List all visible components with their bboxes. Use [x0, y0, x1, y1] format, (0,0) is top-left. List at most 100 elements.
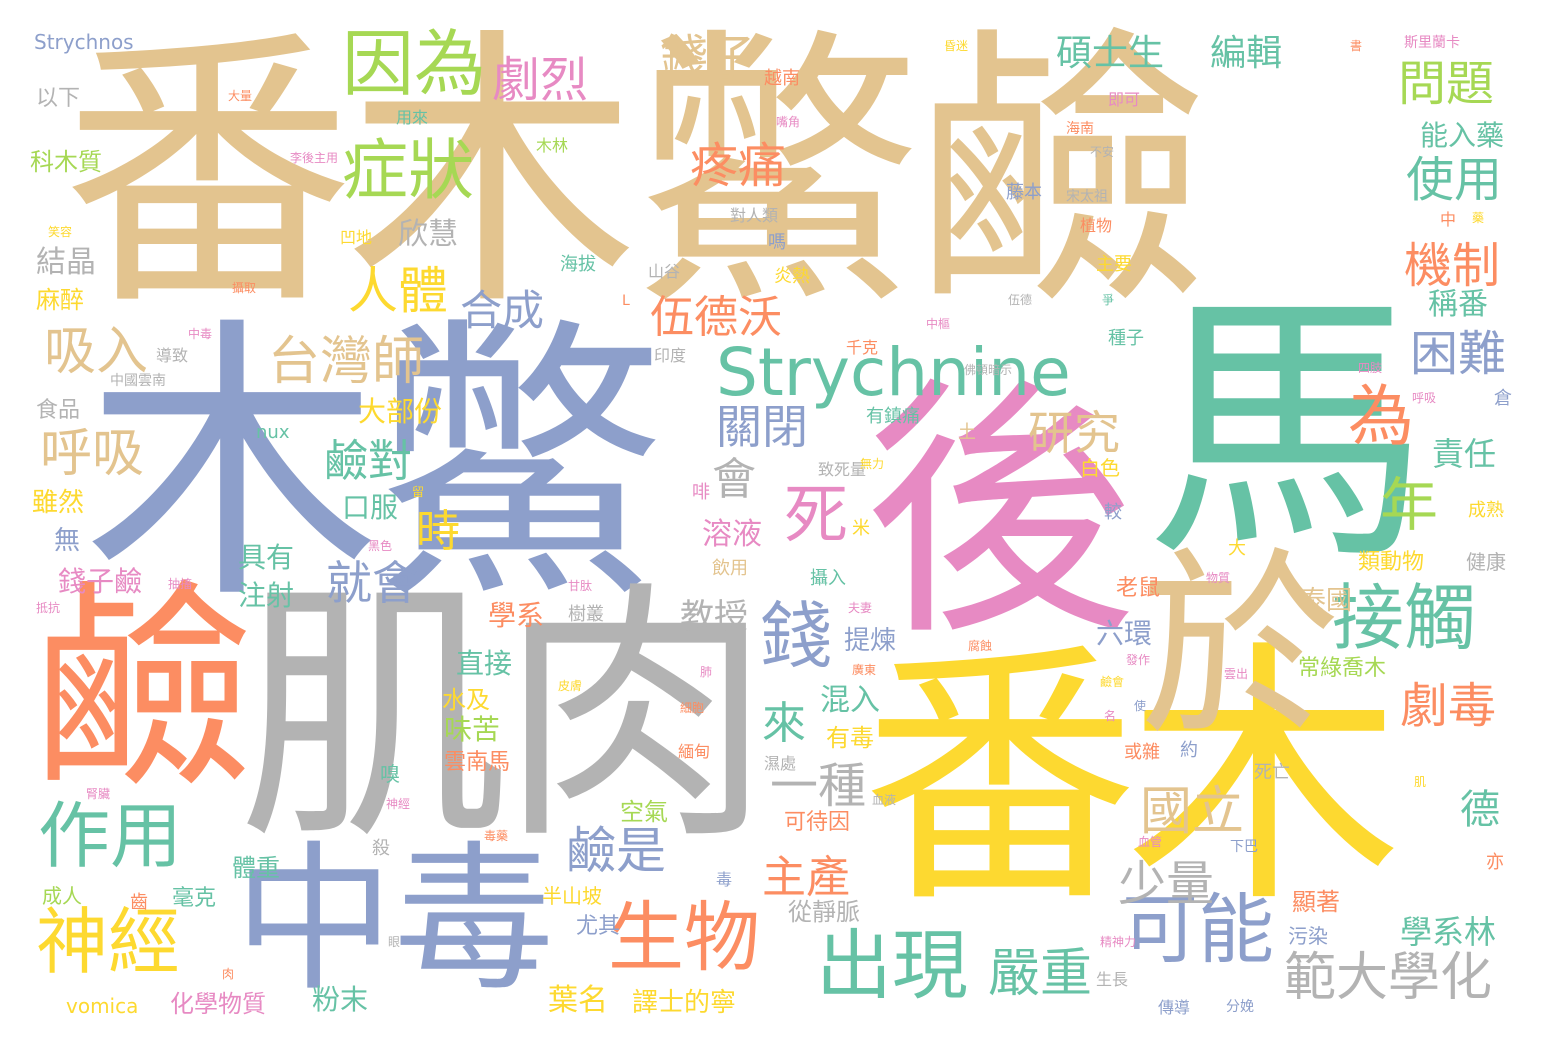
word: 主產 [762, 852, 850, 903]
word: 水及 [442, 686, 490, 714]
word: 科木質 [30, 148, 102, 176]
word: 毒藥 [484, 829, 509, 843]
word: 機制 [1404, 238, 1501, 294]
word: 作用 [38, 794, 183, 878]
word: 海南 [1066, 121, 1094, 137]
word: 夫妻 [848, 601, 873, 615]
word: 神經 [36, 900, 181, 984]
word: 番木 [862, 619, 1402, 940]
word: 雲南馬 [444, 750, 511, 775]
word: 肉 [222, 967, 235, 981]
word: 即可 [1108, 90, 1141, 109]
word: 爭 [1102, 293, 1115, 307]
word: 接觸 [1332, 576, 1477, 660]
word: 緬甸 [678, 742, 711, 761]
word: 種子 [1108, 328, 1144, 349]
word: 倉 [1494, 388, 1512, 409]
word: 腐蝕 [968, 639, 993, 653]
word: 啡 [692, 482, 710, 503]
word: 斯里蘭卡 [1404, 35, 1460, 51]
word: 類動物 [1358, 550, 1425, 575]
word: 碩士生 [1056, 33, 1165, 74]
word: 木林 [536, 136, 569, 155]
word: 嚴重 [988, 944, 1093, 1004]
word: 分娩 [1226, 999, 1254, 1015]
word: 錢子鹼 [58, 565, 143, 598]
word: 番木鱉鹼 [62, 4, 1206, 344]
word: 疼痛 [690, 138, 787, 194]
word: 抵抗 [36, 601, 61, 615]
word: 問題 [1398, 56, 1495, 112]
word: 生長 [1096, 970, 1129, 989]
word: L [622, 293, 630, 309]
word: 山谷 [648, 262, 681, 281]
word: 飲用 [712, 558, 748, 579]
word: 粉末 [312, 983, 369, 1016]
word: 關閉 [716, 400, 808, 454]
word: 齒 [130, 892, 148, 913]
word: 泰國 [1300, 586, 1353, 616]
word: 有毒 [826, 724, 874, 752]
word: 成熟 [1468, 500, 1504, 521]
word: 溶液 [702, 517, 762, 552]
word: 樹叢 [568, 604, 604, 625]
word: 肌 [1414, 775, 1427, 789]
word: 嘴角 [776, 115, 801, 129]
word: 能入藥 [1420, 119, 1505, 152]
word: 葉名 [548, 983, 608, 1018]
word: 劇烈 [492, 52, 589, 108]
word: 會 [712, 454, 756, 505]
word: 抽搐 [168, 577, 193, 591]
word: 學系林 [1400, 913, 1497, 951]
word: 可能 [1122, 885, 1274, 974]
word: 土 [958, 422, 976, 443]
word: 混入 [820, 683, 880, 718]
word: 編輯 [1210, 33, 1283, 74]
word: 眼 [388, 935, 401, 949]
word: 對人類 [730, 206, 779, 225]
word: 或雜 [1124, 742, 1160, 763]
word: 伍德 [1008, 293, 1033, 307]
word: 直接 [456, 647, 513, 680]
word: 以下 [36, 86, 81, 111]
word: 黑色 [368, 539, 393, 553]
word: 責任 [1432, 435, 1497, 473]
word: 症狀 [342, 132, 474, 209]
word: 名 [1104, 709, 1117, 723]
word: 宋太祖 [1066, 189, 1108, 205]
word: 人體 [348, 262, 448, 320]
word: 血液 [872, 793, 897, 807]
word: 約 [1180, 740, 1198, 761]
word: 中樞 [926, 317, 951, 331]
word: 物質 [1206, 571, 1231, 585]
word: 甘肽 [568, 579, 593, 593]
word: 錢 [760, 594, 833, 678]
word: 植物 [1080, 216, 1113, 235]
word: 六環 [1096, 617, 1153, 650]
word: 鹼是 [566, 822, 666, 880]
word: 致死量 [818, 460, 867, 479]
word: 中毒 [188, 327, 213, 341]
word: 細胞 [680, 701, 705, 715]
word: 腎臟 [86, 787, 111, 801]
word: 較 [1104, 502, 1122, 523]
word: 結晶 [36, 245, 96, 280]
word: 食品 [36, 398, 81, 423]
word: 空氣 [620, 798, 668, 826]
word: 海拔 [560, 254, 596, 275]
word: 書 [1350, 39, 1363, 53]
word: 時 [416, 506, 460, 557]
word: 精神力 [1100, 935, 1137, 949]
word: 半山坡 [542, 884, 602, 908]
word: vomica [66, 994, 139, 1018]
word: 皮膚 [558, 679, 583, 693]
word: 用來 [396, 108, 429, 127]
word: 從靜脈 [788, 898, 860, 926]
word: 導致 [156, 346, 189, 365]
word: 國立 [1140, 782, 1245, 842]
word: 老鼠 [1116, 576, 1161, 601]
word: 濕處 [764, 754, 797, 773]
word: 雖然 [32, 488, 85, 518]
word: 攝取 [232, 281, 257, 295]
word: 合成 [460, 286, 545, 335]
